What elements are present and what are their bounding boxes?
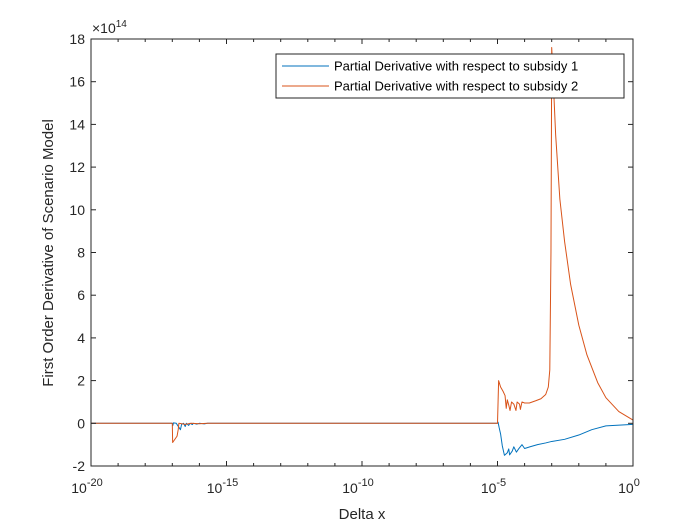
x-tick-label: 10-10 [342, 477, 373, 496]
y-axis-multiplier-base: ×10 [92, 20, 116, 36]
x-tick-label: 10-5 [481, 477, 506, 496]
y-axis-label: First Order Derivative of Scenario Model [40, 119, 57, 387]
y-tick-label: 0 [77, 415, 85, 431]
x-axis-label: Delta x [339, 506, 386, 523]
legend-entry-subsidy-1: Partial Derivative with respect to subsi… [334, 59, 578, 74]
y-tick-label: 6 [77, 287, 85, 303]
plot-background [91, 39, 633, 466]
series-layer [91, 47, 634, 456]
legend-box [275, 53, 625, 99]
x-tick-label-base: 10 [207, 480, 223, 496]
series-line-subsidy-1 [91, 421, 634, 456]
x-tick-label-base: 10 [342, 480, 358, 496]
x-tick-label-base: 10 [481, 480, 497, 496]
x-tick-label-exponent: -5 [496, 477, 506, 489]
x-tick-label-exponent: -10 [358, 477, 374, 489]
y-axis-multiplier: ×1014 [92, 19, 127, 36]
x-tick-label-exponent: -15 [222, 477, 238, 489]
x-tick-label-exponent: -20 [87, 477, 103, 489]
x-tick-label-base: 10 [71, 480, 87, 496]
y-tick-label: 2 [77, 373, 85, 389]
y-tick-label: 18 [69, 31, 85, 47]
y-tick-label: 4 [77, 330, 85, 346]
x-tick-label: 100 [618, 477, 640, 496]
y-tick-label: 8 [77, 245, 85, 261]
y-tick-label: -2 [73, 458, 86, 474]
y-axis-multiplier-exponent: 14 [116, 19, 128, 30]
x-tick-label: 10-20 [71, 477, 102, 496]
y-tick-label: 10 [69, 202, 85, 218]
y-tick-label: 16 [69, 74, 85, 90]
x-tick-label-exponent: 0 [634, 477, 640, 489]
x-tick-label: 10-15 [207, 477, 238, 496]
legend-entry-subsidy-2: Partial Derivative with respect to subsi… [334, 79, 578, 94]
y-tick-label: 14 [69, 116, 85, 132]
legend: Partial Derivative with respect to subsi… [275, 53, 625, 99]
x-tick-label-base: 10 [618, 480, 634, 496]
y-tick-label: 12 [69, 159, 85, 175]
series-line-subsidy-2 [91, 47, 634, 444]
plot-area [91, 39, 633, 466]
